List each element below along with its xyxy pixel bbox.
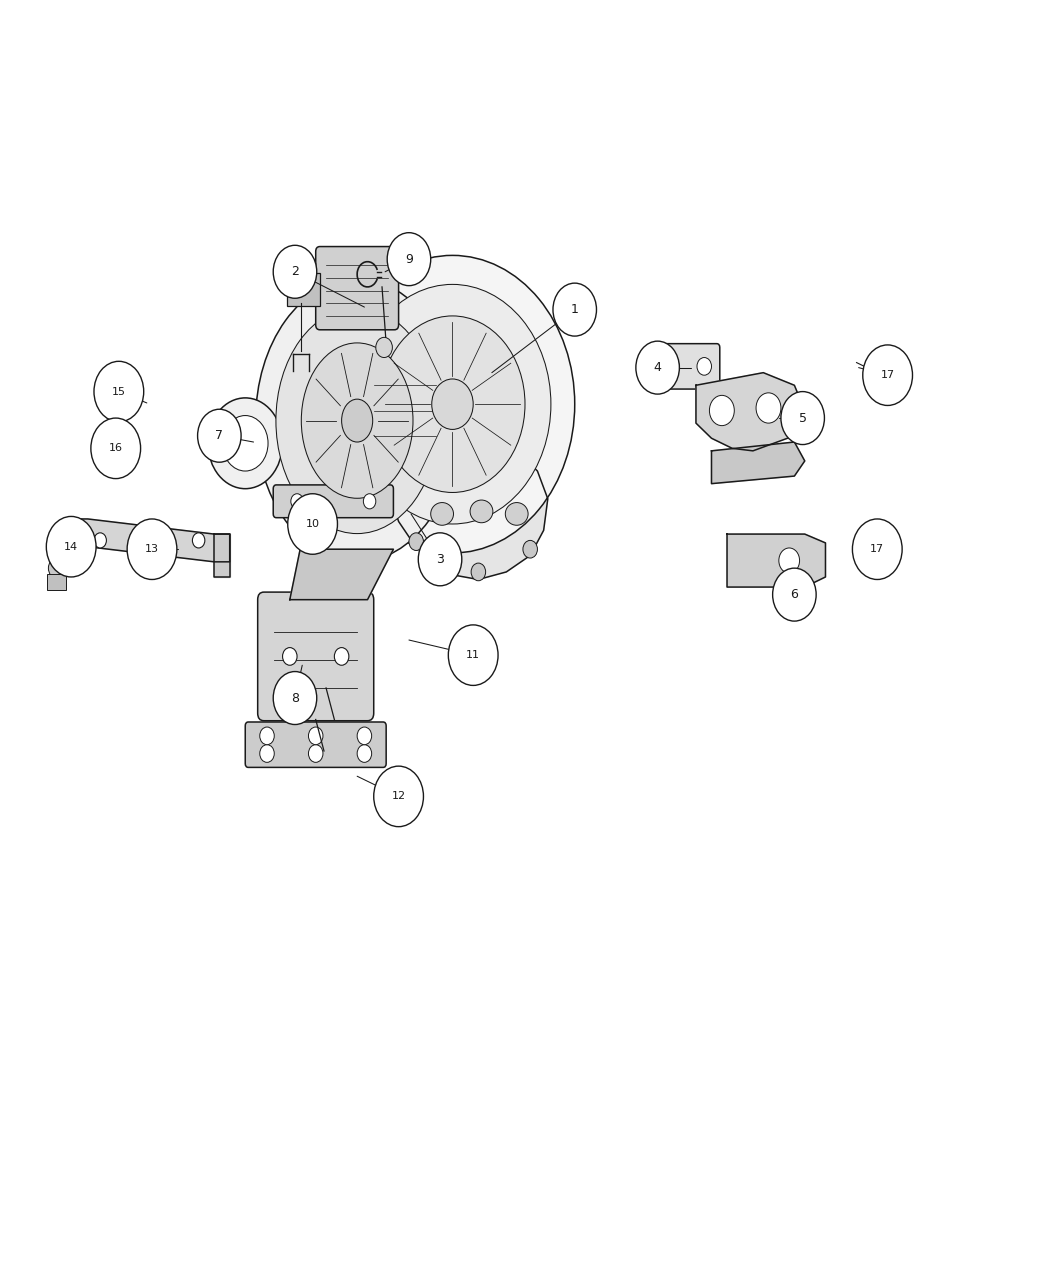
Circle shape: [46, 516, 96, 578]
Circle shape: [259, 727, 274, 745]
Circle shape: [288, 493, 337, 555]
FancyBboxPatch shape: [246, 722, 386, 768]
FancyBboxPatch shape: [273, 484, 394, 518]
Polygon shape: [351, 357, 459, 464]
Circle shape: [330, 255, 574, 553]
Text: 8: 8: [291, 691, 299, 705]
Circle shape: [432, 379, 474, 430]
FancyBboxPatch shape: [316, 246, 399, 330]
Circle shape: [523, 541, 538, 558]
Circle shape: [773, 569, 816, 621]
Polygon shape: [727, 534, 825, 587]
Circle shape: [94, 533, 106, 548]
FancyBboxPatch shape: [656, 344, 720, 389]
Circle shape: [408, 533, 423, 551]
Circle shape: [471, 564, 486, 580]
Polygon shape: [380, 442, 548, 580]
Circle shape: [380, 316, 525, 492]
Polygon shape: [69, 519, 230, 562]
Text: 3: 3: [436, 553, 444, 566]
Text: 16: 16: [109, 444, 123, 454]
Ellipse shape: [430, 502, 454, 525]
Circle shape: [192, 533, 205, 548]
Text: 12: 12: [392, 792, 405, 802]
Circle shape: [448, 625, 498, 686]
Circle shape: [357, 745, 372, 762]
Circle shape: [781, 391, 824, 445]
FancyBboxPatch shape: [47, 575, 66, 589]
Circle shape: [363, 493, 376, 509]
Circle shape: [387, 232, 430, 286]
Text: 2: 2: [291, 265, 299, 278]
Circle shape: [710, 395, 734, 426]
Circle shape: [208, 398, 282, 488]
Ellipse shape: [301, 343, 413, 499]
Text: 11: 11: [466, 650, 480, 660]
Text: 17: 17: [870, 544, 884, 555]
Circle shape: [259, 745, 274, 762]
Text: 6: 6: [791, 588, 798, 601]
Text: 1: 1: [571, 303, 579, 316]
Circle shape: [282, 648, 297, 666]
Circle shape: [334, 648, 349, 666]
Circle shape: [48, 558, 65, 579]
Circle shape: [94, 361, 144, 422]
Circle shape: [878, 552, 894, 572]
Ellipse shape: [276, 307, 439, 533]
Circle shape: [223, 416, 268, 470]
FancyBboxPatch shape: [257, 592, 374, 720]
Polygon shape: [290, 550, 394, 599]
Circle shape: [273, 672, 317, 724]
Circle shape: [553, 283, 596, 337]
Circle shape: [144, 533, 156, 548]
Ellipse shape: [470, 500, 492, 523]
Text: 9: 9: [405, 252, 413, 265]
Circle shape: [863, 346, 912, 405]
Text: 13: 13: [145, 544, 159, 555]
Text: 4: 4: [654, 361, 662, 374]
Ellipse shape: [505, 502, 528, 525]
Circle shape: [636, 342, 679, 394]
Circle shape: [309, 745, 323, 762]
Circle shape: [376, 338, 393, 357]
Circle shape: [309, 727, 323, 745]
Ellipse shape: [255, 279, 459, 562]
Text: 5: 5: [799, 412, 806, 425]
Circle shape: [354, 284, 551, 524]
Circle shape: [291, 493, 303, 509]
Polygon shape: [712, 442, 804, 483]
Circle shape: [779, 548, 799, 574]
Circle shape: [273, 245, 317, 298]
FancyBboxPatch shape: [287, 273, 320, 306]
Ellipse shape: [341, 399, 373, 442]
Text: 14: 14: [64, 542, 79, 552]
Circle shape: [878, 367, 894, 388]
Circle shape: [697, 357, 712, 375]
Circle shape: [418, 533, 462, 585]
Circle shape: [197, 409, 242, 463]
Polygon shape: [696, 372, 804, 451]
Text: 17: 17: [881, 370, 895, 380]
Circle shape: [665, 357, 679, 375]
Circle shape: [357, 727, 372, 745]
Text: 15: 15: [112, 386, 126, 397]
Circle shape: [374, 766, 423, 826]
Circle shape: [91, 418, 141, 478]
Text: 7: 7: [215, 430, 224, 442]
Polygon shape: [214, 534, 230, 578]
Text: 10: 10: [306, 519, 319, 529]
Circle shape: [853, 519, 902, 580]
Circle shape: [756, 393, 781, 423]
Circle shape: [127, 519, 176, 580]
